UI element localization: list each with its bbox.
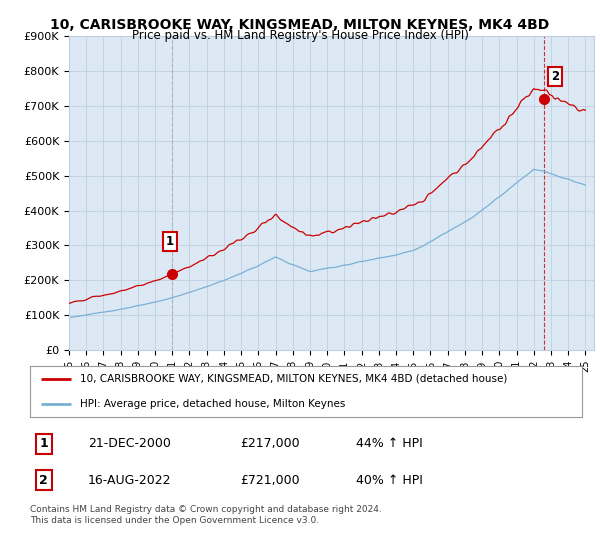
Text: 1: 1 — [40, 437, 48, 450]
Text: 1: 1 — [166, 235, 174, 248]
Text: 21-DEC-2000: 21-DEC-2000 — [88, 437, 171, 450]
Text: £217,000: £217,000 — [240, 437, 299, 450]
Text: 16-AUG-2022: 16-AUG-2022 — [88, 474, 172, 487]
Text: 10, CARISBROOKE WAY, KINGSMEAD, MILTON KEYNES, MK4 4BD: 10, CARISBROOKE WAY, KINGSMEAD, MILTON K… — [50, 18, 550, 32]
Text: Contains HM Land Registry data © Crown copyright and database right 2024.
This d: Contains HM Land Registry data © Crown c… — [30, 505, 382, 525]
Text: 2: 2 — [551, 69, 559, 83]
Text: £721,000: £721,000 — [240, 474, 299, 487]
Text: 40% ↑ HPI: 40% ↑ HPI — [356, 474, 422, 487]
Text: 44% ↑ HPI: 44% ↑ HPI — [356, 437, 422, 450]
Text: Price paid vs. HM Land Registry's House Price Index (HPI): Price paid vs. HM Land Registry's House … — [131, 29, 469, 42]
Text: 2: 2 — [40, 474, 48, 487]
Text: 10, CARISBROOKE WAY, KINGSMEAD, MILTON KEYNES, MK4 4BD (detached house): 10, CARISBROOKE WAY, KINGSMEAD, MILTON K… — [80, 374, 507, 384]
Text: HPI: Average price, detached house, Milton Keynes: HPI: Average price, detached house, Milt… — [80, 399, 345, 409]
